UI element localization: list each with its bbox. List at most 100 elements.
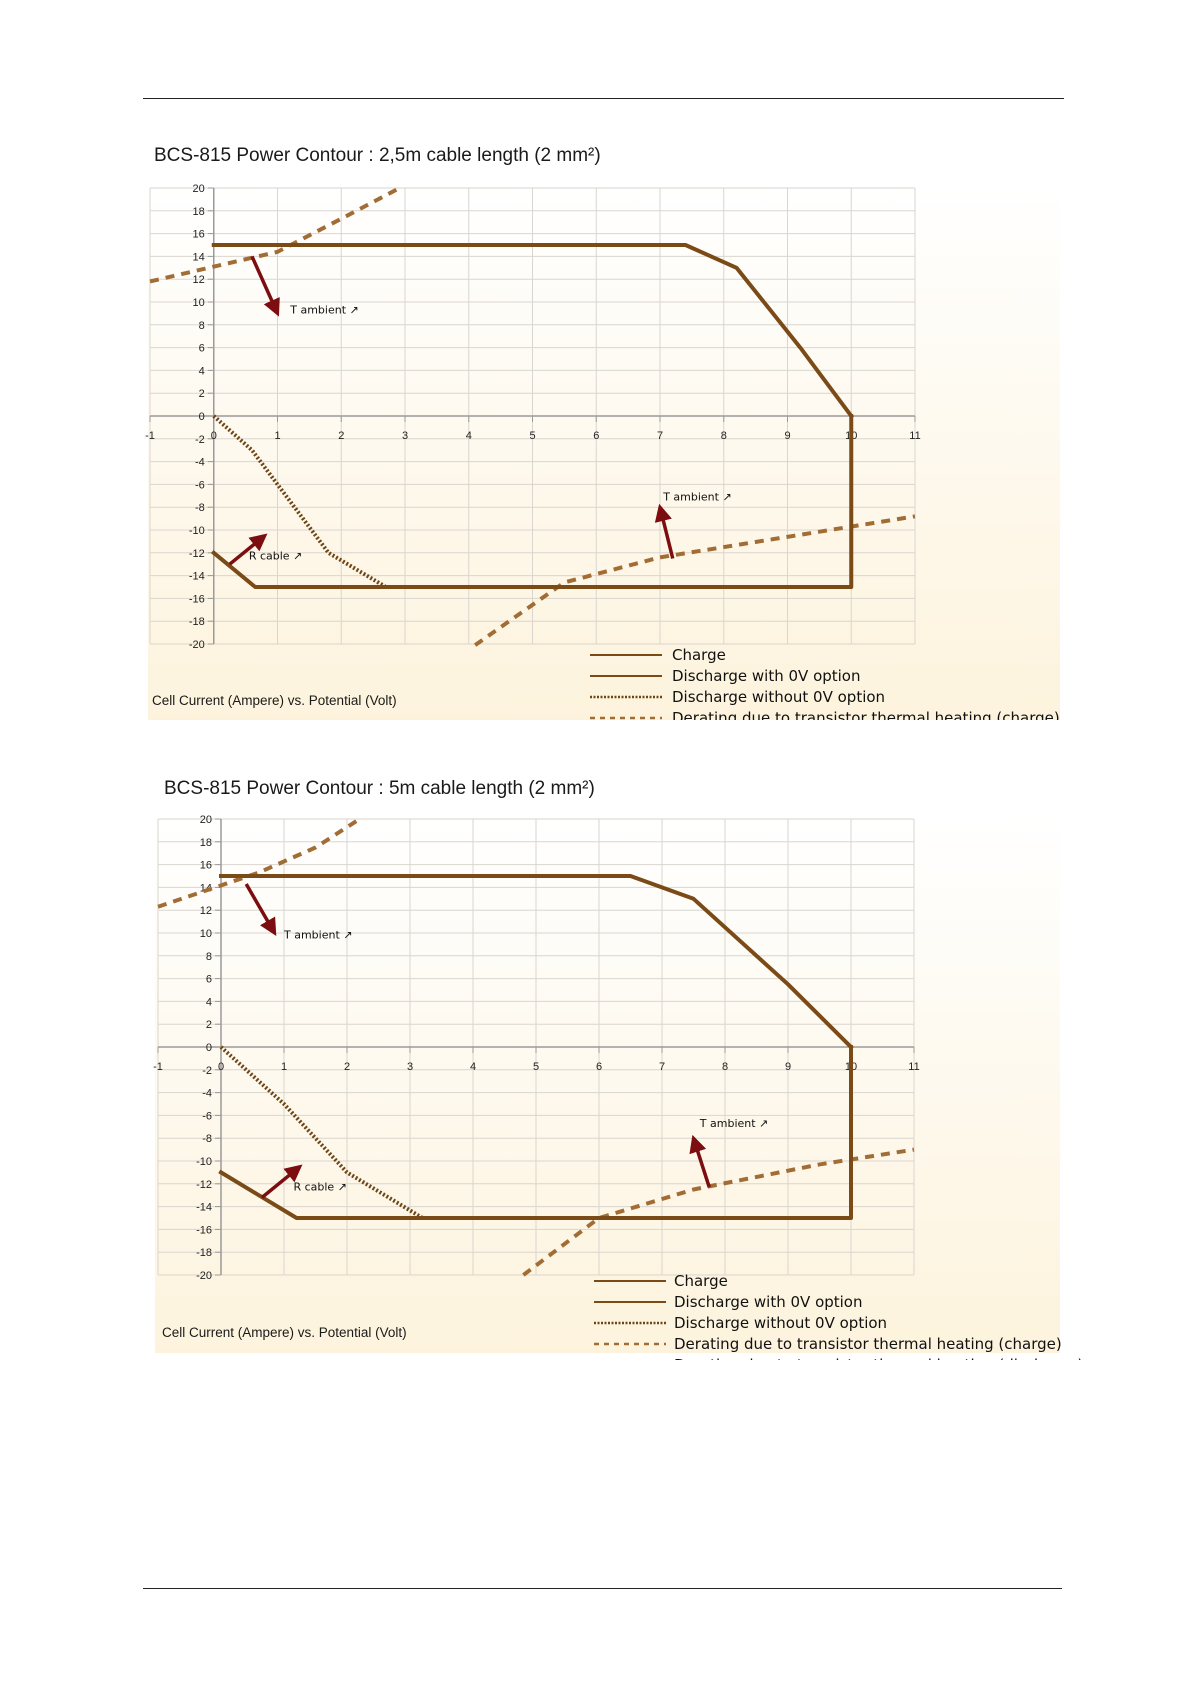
annotation-label: R cable ↗	[249, 550, 302, 563]
x-tick-label: 5	[533, 1061, 539, 1073]
legend-label: Discharge with 0V option	[672, 667, 861, 685]
y-tick-label: 12	[193, 274, 205, 286]
y-tick-label: -8	[195, 502, 205, 514]
footer-rule	[143, 1588, 1062, 1589]
x-tick-label: 2	[344, 1061, 350, 1073]
x-tick-label: 3	[402, 430, 408, 442]
y-tick-label: -8	[202, 1133, 212, 1145]
y-tick-label: 10	[193, 297, 205, 309]
series-line-discharge-with-0v-option	[210, 414, 854, 589]
y-tick-label: -18	[196, 1247, 212, 1259]
x-tick-label: 7	[657, 430, 663, 442]
y-tick-label: 12	[200, 905, 212, 917]
chart-panel-2-5m: BCS-815 Power Contour : 2,5m cable lengt…	[0, 130, 1191, 720]
x-tick-label: -1	[145, 430, 155, 442]
y-tick-label: -6	[202, 1110, 212, 1122]
y-tick-label: 16	[200, 860, 212, 872]
y-tick-label: 10	[200, 928, 212, 940]
power-contour-chart-2-5m: BCS-815 Power Contour : 2,5m cable lengt…	[145, 145, 1060, 720]
x-tick-label: 4	[466, 430, 472, 442]
y-tick-label: 6	[206, 974, 212, 986]
x-tick-label: -1	[153, 1061, 163, 1073]
chart-panel-5m: BCS-815 Power Contour : 5m cable length …	[0, 760, 1191, 1360]
y-tick-label: 20	[193, 183, 205, 195]
x-tick-label: 8	[722, 1061, 728, 1073]
y-tick-label: -2	[202, 1065, 212, 1077]
x-tick-label: 4	[470, 1061, 476, 1073]
header-rule	[143, 98, 1064, 99]
y-tick-label: 18	[200, 837, 212, 849]
legend-label: Charge	[674, 1272, 728, 1290]
series-line-discharge-without-0v-option	[212, 414, 387, 589]
x-tick-label: 1	[281, 1061, 287, 1073]
annotation-arrow	[250, 255, 280, 317]
x-tick-label: 9	[785, 1061, 791, 1073]
y-tick-label: 4	[206, 996, 212, 1008]
series-line-charge	[219, 874, 854, 1050]
y-tick-label: -18	[189, 616, 205, 628]
legend-label: Discharge without 0V option	[674, 1314, 887, 1332]
annotation-arrow	[228, 533, 268, 566]
x-tick-label: 0	[218, 1061, 224, 1073]
y-tick-label: -16	[189, 593, 205, 605]
x-tick-label: 2	[338, 430, 344, 442]
chart-title: BCS-815 Power Contour : 5m cable length …	[164, 778, 595, 799]
legend: Charge Discharge with 0V option Discharge …	[590, 646, 1060, 720]
chart-caption: Cell Current (Ampere) vs. Potential (Vol…	[152, 693, 397, 708]
legend-label: Derating due to transistor thermal heati…	[674, 1335, 1062, 1353]
y-tick-label: -12	[189, 548, 205, 560]
annotation-label: T ambient ↗	[662, 490, 731, 503]
power-contour-chart-5m: BCS-815 Power Contour : 5m cable length …	[153, 778, 1083, 1360]
series-line-derating-due-to-transistor-thermal-heating-discharge	[473, 514, 916, 647]
y-tick-label: -6	[195, 479, 205, 491]
y-tick-label: 0	[206, 1042, 212, 1054]
y-tick-label: -14	[196, 1202, 212, 1214]
chart-caption: Cell Current (Ampere) vs. Potential (Vol…	[162, 1325, 407, 1340]
y-tick-label: 4	[199, 365, 205, 377]
annotation-label: T ambient ↗	[283, 929, 352, 942]
x-tick-label: 9	[784, 430, 790, 442]
legend-label: Charge	[672, 646, 726, 664]
x-tick-label: 7	[659, 1061, 665, 1073]
y-tick-label: -2	[195, 434, 205, 446]
x-tick-label: 0	[211, 430, 217, 442]
y-tick-label: 16	[193, 229, 205, 241]
annotation-label: R cable ↗	[293, 1181, 346, 1194]
annotation-label: T ambient ↗	[699, 1117, 768, 1130]
y-tick-label: -4	[202, 1088, 212, 1100]
series-line-discharge-with-0v-option	[218, 1045, 853, 1220]
x-tick-label: 5	[529, 430, 535, 442]
y-tick-label: 8	[206, 951, 212, 963]
x-tick-label: 11	[909, 430, 920, 442]
x-tick-label: 8	[721, 430, 727, 442]
x-tick-label: 1	[274, 430, 280, 442]
series-line-charge	[211, 243, 855, 419]
legend-label: Derating due to transistor thermal heati…	[672, 709, 1060, 720]
y-tick-label: -10	[196, 1156, 212, 1168]
annotation-label: T ambient ↗	[289, 303, 358, 316]
series-line-derating-due-to-transistor-thermal-heating-charge	[157, 817, 361, 909]
y-tick-label: -16	[196, 1224, 212, 1236]
legend-label: Derating due to transistor thermal heati…	[674, 1356, 1083, 1360]
y-tick-label: -4	[195, 457, 205, 469]
y-tick-label: 2	[206, 1019, 212, 1031]
y-tick-label: -20	[196, 1270, 212, 1282]
chart-background	[148, 185, 1060, 720]
chart-background	[155, 815, 1060, 1353]
annotation-arrow	[689, 1134, 711, 1188]
annotation-arrow	[244, 883, 277, 937]
y-tick-label: 18	[193, 206, 205, 218]
x-tick-label: 11	[908, 1061, 919, 1073]
y-tick-label: 20	[200, 814, 212, 826]
y-tick-label: -20	[189, 639, 205, 651]
x-tick-label: 6	[596, 1061, 602, 1073]
y-tick-label: 8	[199, 320, 205, 332]
x-tick-label: 6	[593, 430, 599, 442]
y-tick-label: 14	[193, 251, 205, 263]
annotation-arrow	[260, 1164, 303, 1199]
legend-label: Discharge with 0V option	[674, 1293, 863, 1311]
annotation-arrow	[654, 503, 675, 559]
y-tick-label: 0	[199, 411, 205, 423]
y-tick-label: 2	[199, 388, 205, 400]
y-tick-label: -10	[189, 525, 205, 537]
